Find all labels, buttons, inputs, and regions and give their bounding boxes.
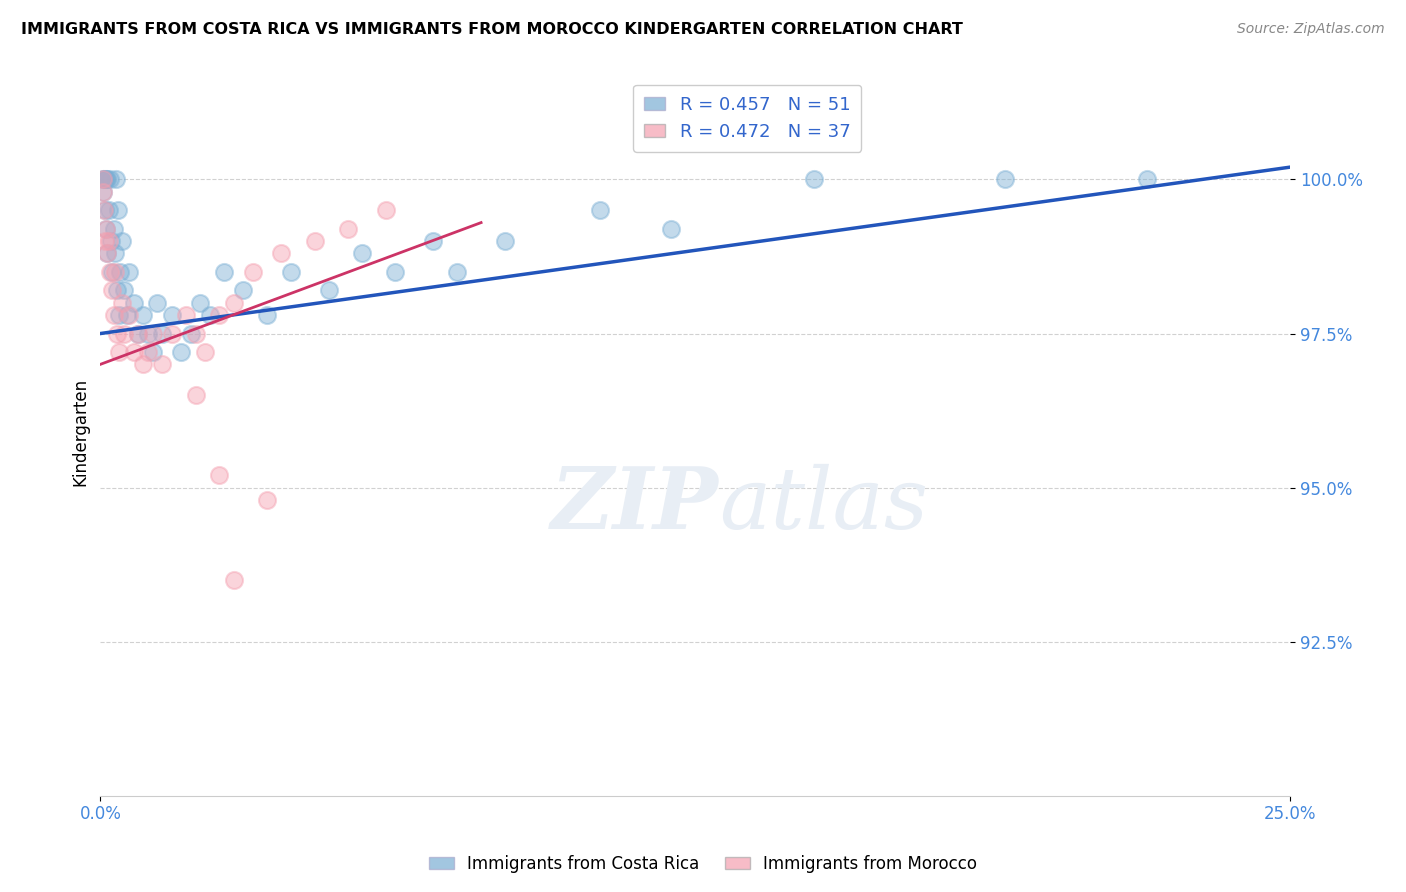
Point bbox=[104, 265, 127, 279]
Point bbox=[111, 295, 134, 310]
Point bbox=[150, 326, 173, 341]
Point bbox=[352, 246, 374, 260]
Point bbox=[104, 246, 127, 260]
Point bbox=[94, 221, 117, 235]
Point bbox=[208, 308, 231, 322]
Point bbox=[188, 295, 211, 310]
Point bbox=[232, 284, 254, 298]
Point bbox=[122, 295, 145, 310]
Point bbox=[222, 295, 245, 310]
Point bbox=[384, 265, 406, 279]
Y-axis label: Kindergarten: Kindergarten bbox=[72, 378, 89, 486]
Point bbox=[256, 308, 278, 322]
Point bbox=[184, 388, 207, 402]
Point bbox=[94, 172, 117, 186]
Point bbox=[93, 203, 115, 218]
Point bbox=[318, 284, 340, 298]
Point bbox=[174, 308, 197, 322]
Point bbox=[589, 203, 612, 218]
Point bbox=[96, 172, 118, 186]
Point bbox=[100, 234, 122, 248]
Point bbox=[108, 345, 131, 359]
Point bbox=[422, 234, 444, 248]
Point bbox=[118, 308, 141, 322]
Point bbox=[94, 234, 117, 248]
Point bbox=[127, 326, 149, 341]
Point bbox=[661, 221, 683, 235]
Point bbox=[494, 234, 516, 248]
Point bbox=[142, 345, 165, 359]
Point bbox=[101, 265, 124, 279]
Point bbox=[994, 172, 1017, 186]
Point bbox=[112, 284, 135, 298]
Point bbox=[222, 573, 245, 587]
Point bbox=[270, 246, 292, 260]
Point bbox=[91, 185, 114, 199]
Point bbox=[108, 308, 131, 322]
Point bbox=[132, 308, 155, 322]
Point bbox=[111, 234, 134, 248]
Point bbox=[118, 265, 141, 279]
Point bbox=[150, 357, 173, 371]
Point bbox=[127, 326, 149, 341]
Point bbox=[103, 221, 125, 235]
Point bbox=[91, 185, 114, 199]
Point bbox=[132, 357, 155, 371]
Point bbox=[160, 308, 183, 322]
Point bbox=[304, 234, 326, 248]
Point bbox=[122, 345, 145, 359]
Point bbox=[136, 345, 159, 359]
Point bbox=[280, 265, 302, 279]
Point bbox=[91, 172, 114, 186]
Point bbox=[110, 265, 132, 279]
Point bbox=[170, 345, 193, 359]
Point bbox=[91, 172, 114, 186]
Point bbox=[94, 221, 117, 235]
Point bbox=[107, 203, 129, 218]
Point bbox=[803, 172, 825, 186]
Point bbox=[336, 221, 359, 235]
Point bbox=[160, 326, 183, 341]
Point bbox=[101, 284, 124, 298]
Point bbox=[194, 345, 217, 359]
Point bbox=[93, 172, 115, 186]
Point bbox=[97, 234, 120, 248]
Point bbox=[112, 326, 135, 341]
Legend: Immigrants from Costa Rica, Immigrants from Morocco: Immigrants from Costa Rica, Immigrants f… bbox=[422, 848, 984, 880]
Point bbox=[374, 203, 396, 218]
Point bbox=[96, 246, 118, 260]
Text: Source: ZipAtlas.com: Source: ZipAtlas.com bbox=[1237, 22, 1385, 37]
Point bbox=[184, 326, 207, 341]
Legend: R = 0.457   N = 51, R = 0.472   N = 37: R = 0.457 N = 51, R = 0.472 N = 37 bbox=[633, 85, 862, 152]
Point bbox=[97, 203, 120, 218]
Point bbox=[142, 326, 165, 341]
Point bbox=[94, 172, 117, 186]
Point bbox=[105, 284, 128, 298]
Point bbox=[98, 265, 121, 279]
Text: ZIP: ZIP bbox=[551, 463, 718, 547]
Point bbox=[105, 326, 128, 341]
Point bbox=[180, 326, 202, 341]
Point bbox=[146, 295, 169, 310]
Point bbox=[198, 308, 221, 322]
Point bbox=[212, 265, 235, 279]
Text: IMMIGRANTS FROM COSTA RICA VS IMMIGRANTS FROM MOROCCO KINDERGARTEN CORRELATION C: IMMIGRANTS FROM COSTA RICA VS IMMIGRANTS… bbox=[21, 22, 963, 37]
Point bbox=[136, 326, 159, 341]
Text: atlas: atlas bbox=[718, 464, 928, 546]
Point bbox=[1136, 172, 1159, 186]
Point bbox=[94, 203, 117, 218]
Point bbox=[256, 492, 278, 507]
Point bbox=[446, 265, 468, 279]
Point bbox=[242, 265, 264, 279]
Point bbox=[208, 468, 231, 483]
Point bbox=[103, 308, 125, 322]
Point bbox=[96, 246, 118, 260]
Point bbox=[115, 308, 138, 322]
Point bbox=[104, 172, 127, 186]
Point bbox=[98, 172, 121, 186]
